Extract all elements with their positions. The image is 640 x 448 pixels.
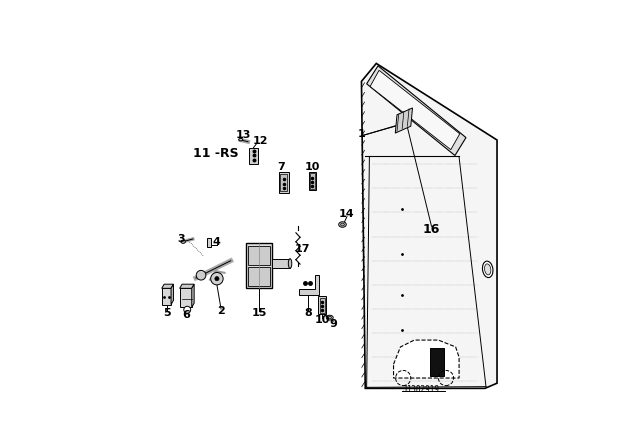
Text: 15: 15 — [252, 308, 267, 318]
Text: 11 -RS: 11 -RS — [193, 147, 239, 160]
Polygon shape — [430, 348, 444, 376]
Text: 13: 13 — [236, 130, 251, 140]
Text: 10: 10 — [305, 162, 320, 172]
Polygon shape — [192, 284, 194, 307]
Polygon shape — [272, 258, 290, 268]
Bar — [248, 267, 269, 286]
Text: 16: 16 — [423, 223, 440, 236]
Circle shape — [211, 272, 223, 285]
Text: 5: 5 — [163, 308, 170, 318]
Polygon shape — [367, 66, 466, 155]
Text: 3: 3 — [177, 234, 184, 244]
Bar — [250, 147, 258, 164]
Ellipse shape — [239, 138, 243, 141]
Bar — [308, 172, 316, 190]
Bar — [207, 238, 211, 247]
Text: 10: 10 — [314, 315, 330, 325]
Ellipse shape — [339, 222, 346, 227]
Circle shape — [215, 276, 219, 281]
Bar — [320, 297, 324, 313]
Text: 2: 2 — [217, 306, 225, 316]
Polygon shape — [394, 340, 459, 378]
Polygon shape — [180, 284, 194, 289]
Text: JJ382919: JJ382919 — [403, 385, 440, 394]
Ellipse shape — [484, 264, 491, 275]
Bar — [280, 174, 287, 191]
Polygon shape — [370, 70, 460, 150]
Ellipse shape — [340, 223, 344, 226]
Text: 1: 1 — [358, 129, 365, 139]
Polygon shape — [362, 64, 497, 388]
Bar — [310, 173, 315, 189]
Ellipse shape — [328, 316, 332, 319]
Ellipse shape — [483, 261, 493, 278]
Ellipse shape — [326, 315, 333, 320]
Ellipse shape — [289, 258, 292, 268]
Bar — [248, 246, 269, 265]
Polygon shape — [171, 284, 173, 305]
Text: 14: 14 — [339, 209, 355, 219]
Text: 8: 8 — [305, 308, 312, 318]
Text: 7: 7 — [278, 162, 285, 172]
Circle shape — [196, 271, 206, 280]
Text: 17: 17 — [295, 244, 310, 254]
Polygon shape — [180, 289, 192, 307]
Bar — [246, 244, 272, 289]
Text: 9: 9 — [330, 319, 337, 328]
Polygon shape — [162, 289, 171, 305]
Bar — [318, 296, 326, 314]
Text: 4: 4 — [212, 237, 221, 247]
Polygon shape — [396, 108, 413, 133]
Bar — [279, 172, 289, 194]
Polygon shape — [162, 284, 173, 289]
Circle shape — [184, 306, 191, 313]
Ellipse shape — [181, 240, 186, 243]
Text: 12: 12 — [252, 136, 268, 146]
Text: 6: 6 — [182, 310, 191, 320]
Polygon shape — [299, 275, 319, 295]
